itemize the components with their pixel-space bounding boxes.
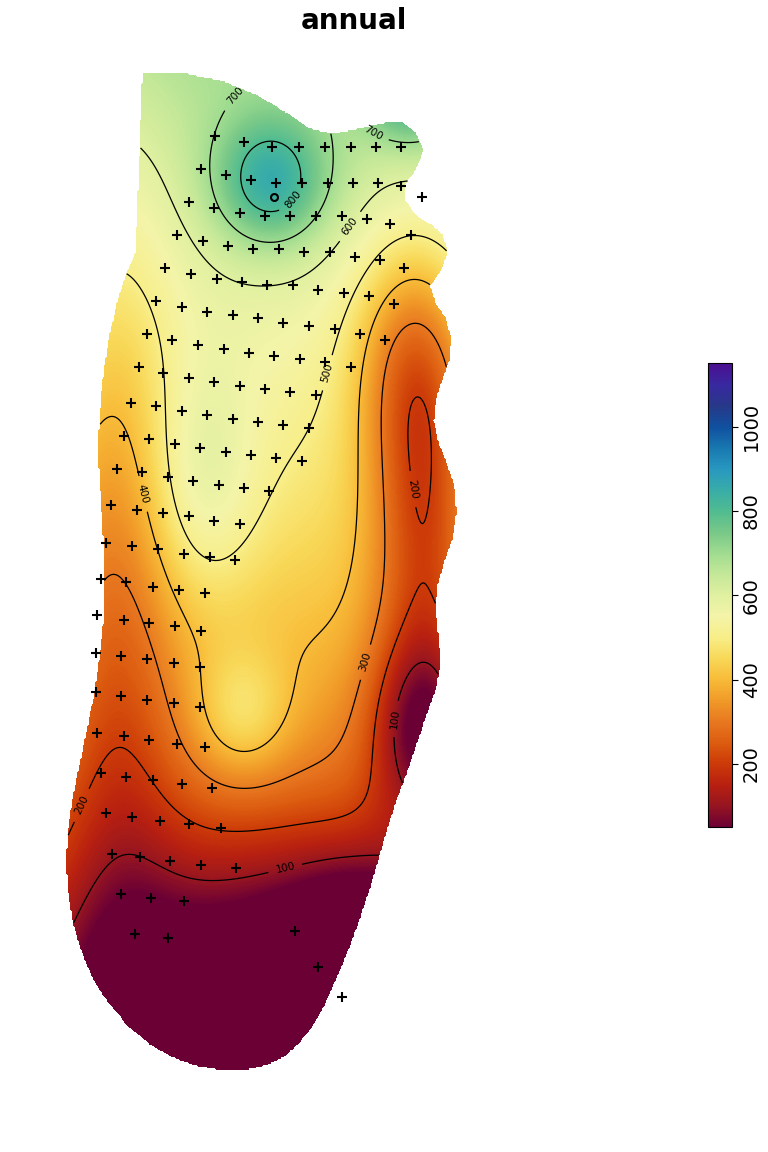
Text: 800: 800: [283, 189, 303, 211]
Text: 700: 700: [362, 123, 384, 142]
Title: annual: annual: [301, 7, 407, 35]
Text: 700: 700: [225, 85, 245, 107]
Text: 600: 600: [340, 215, 360, 237]
Text: 500: 500: [320, 362, 335, 384]
Text: 300: 300: [358, 651, 373, 673]
Text: 400: 400: [136, 483, 151, 505]
Text: 100: 100: [389, 708, 401, 729]
Text: 100: 100: [274, 862, 296, 876]
Text: 200: 200: [73, 795, 91, 817]
Text: 200: 200: [406, 479, 419, 500]
